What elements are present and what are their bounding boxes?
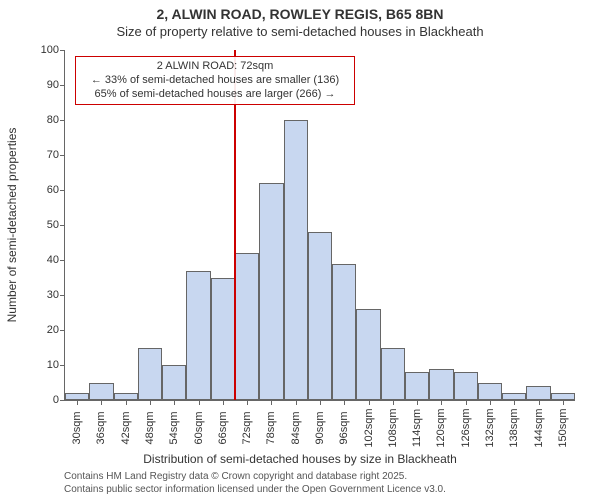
x-tick-mark xyxy=(369,400,370,405)
y-tick-mark xyxy=(60,330,65,331)
x-tick-label: 120sqm xyxy=(435,408,447,447)
x-tick-label: 96sqm xyxy=(338,411,350,444)
x-tick-label: 108sqm xyxy=(387,408,399,447)
x-tick-mark xyxy=(320,400,321,405)
x-tick-label: 54sqm xyxy=(168,411,180,444)
annotation-smaller: ← 33% of semi-detached houses are smalle… xyxy=(82,74,348,88)
x-tick-label: 66sqm xyxy=(217,411,229,444)
histogram-bar xyxy=(526,386,550,400)
x-tick-label: 102sqm xyxy=(363,408,375,447)
x-tick-mark xyxy=(223,400,224,405)
x-tick-mark xyxy=(199,400,200,405)
y-tick-mark xyxy=(60,155,65,156)
source-line-1: Contains HM Land Registry data © Crown c… xyxy=(64,471,446,484)
histogram-bar xyxy=(502,393,526,400)
histogram-bar xyxy=(551,393,575,400)
histogram-bar xyxy=(162,365,186,400)
x-tick-mark xyxy=(296,400,297,405)
x-tick-mark xyxy=(539,400,540,405)
x-tick-label: 84sqm xyxy=(290,411,302,444)
x-tick-label: 30sqm xyxy=(71,411,83,444)
x-tick-mark xyxy=(563,400,564,405)
x-tick-label: 60sqm xyxy=(193,411,205,444)
source-line-2: Contains public sector information licen… xyxy=(64,484,446,497)
x-tick-mark xyxy=(490,400,491,405)
x-tick-label: 150sqm xyxy=(557,408,569,447)
histogram-bar xyxy=(138,348,162,401)
histogram-bar xyxy=(356,309,380,400)
x-tick-label: 144sqm xyxy=(533,408,545,447)
plot-area: 0102030405060708090100 30sqm36sqm42sqm48… xyxy=(64,50,575,401)
annotation-larger: 65% of semi-detached houses are larger (… xyxy=(82,88,348,102)
y-tick-mark xyxy=(60,190,65,191)
y-axis-title: Number of semi-detached properties xyxy=(5,128,19,323)
x-tick-mark xyxy=(393,400,394,405)
x-tick-mark xyxy=(101,400,102,405)
x-tick-label: 132sqm xyxy=(484,408,496,447)
x-axis-title: Distribution of semi-detached houses by … xyxy=(0,452,600,466)
x-tick-mark xyxy=(466,400,467,405)
x-tick-mark xyxy=(271,400,272,405)
histogram-bar xyxy=(114,393,138,400)
y-tick-mark xyxy=(60,50,65,51)
histogram-bar xyxy=(259,183,283,400)
x-tick-label: 114sqm xyxy=(411,409,423,447)
histogram-bar xyxy=(478,383,502,401)
x-tick-label: 78sqm xyxy=(265,411,277,444)
x-tick-mark xyxy=(417,400,418,405)
x-tick-mark xyxy=(174,400,175,405)
y-tick-mark xyxy=(60,225,65,226)
histogram-bar xyxy=(235,253,259,400)
x-tick-label: 42sqm xyxy=(120,411,132,444)
histogram-bar xyxy=(186,271,210,401)
y-tick-mark xyxy=(60,260,65,261)
histogram-bar xyxy=(284,120,308,400)
histogram-bar xyxy=(308,232,332,400)
y-tick-mark xyxy=(60,120,65,121)
x-tick-label: 72sqm xyxy=(241,411,253,444)
histogram-bar xyxy=(429,369,453,401)
histogram-bar xyxy=(332,264,356,401)
source-note: Contains HM Land Registry data © Crown c… xyxy=(64,471,446,496)
y-tick-mark xyxy=(60,295,65,296)
x-tick-mark xyxy=(247,400,248,405)
x-tick-mark xyxy=(344,400,345,405)
histogram-bar xyxy=(211,278,235,401)
y-tick-mark xyxy=(60,400,65,401)
x-tick-label: 126sqm xyxy=(460,408,472,447)
chart-title-block: 2, ALWIN ROAD, ROWLEY REGIS, B65 8BN Siz… xyxy=(0,6,600,39)
histogram-bar xyxy=(381,348,405,401)
histogram-bar xyxy=(405,372,429,400)
x-tick-mark xyxy=(126,400,127,405)
x-tick-mark xyxy=(150,400,151,405)
annotation-title: 2 ALWIN ROAD: 72sqm xyxy=(82,60,348,74)
x-tick-mark xyxy=(77,400,78,405)
chart-title-main: 2, ALWIN ROAD, ROWLEY REGIS, B65 8BN xyxy=(0,6,600,22)
y-tick-mark xyxy=(60,365,65,366)
y-tick-mark xyxy=(60,85,65,86)
histogram-bar xyxy=(89,383,113,401)
x-tick-label: 90sqm xyxy=(314,411,326,444)
chart-container: 2, ALWIN ROAD, ROWLEY REGIS, B65 8BN Siz… xyxy=(0,0,600,500)
x-tick-label: 48sqm xyxy=(144,411,156,444)
chart-title-sub: Size of property relative to semi-detach… xyxy=(0,24,600,39)
histogram-bar xyxy=(454,372,478,400)
x-tick-label: 36sqm xyxy=(95,411,107,444)
x-tick-mark xyxy=(514,400,515,405)
x-tick-label: 138sqm xyxy=(508,408,520,447)
x-tick-mark xyxy=(441,400,442,405)
annotation-box: 2 ALWIN ROAD: 72sqm ← 33% of semi-detach… xyxy=(75,56,355,105)
histogram-bar xyxy=(65,393,89,400)
